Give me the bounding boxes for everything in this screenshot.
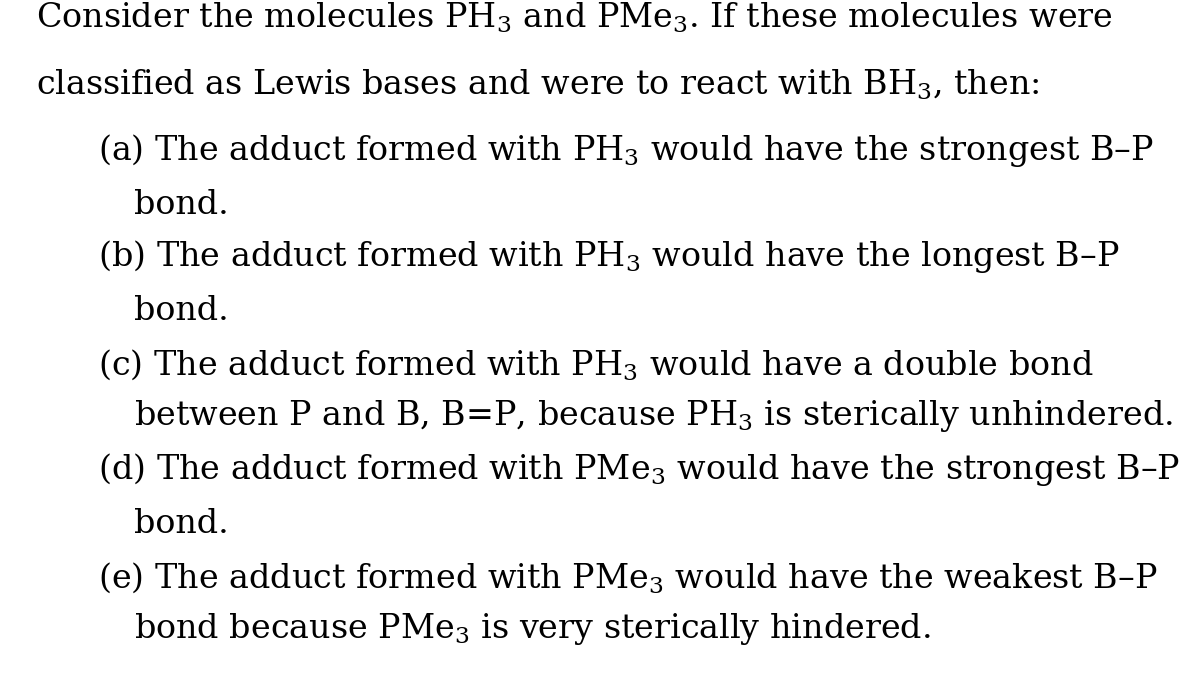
Text: (c) The adduct formed with $\mathrm{PH_3}$ would have a double bond: (c) The adduct formed with $\mathrm{PH_3… — [98, 347, 1094, 382]
Text: (b) The adduct formed with $\mathrm{PH_3}$ would have the longest B–P: (b) The adduct formed with $\mathrm{PH_3… — [98, 238, 1120, 275]
Text: between P and B, B=P, because $\mathrm{PH_3}$ is sterically unhindered.: between P and B, B=P, because $\mathrm{P… — [134, 398, 1174, 434]
Text: bond because $\mathrm{PMe_3}$ is very sterically hindered.: bond because $\mathrm{PMe_3}$ is very st… — [134, 611, 931, 647]
Text: (e) The adduct formed with $\mathrm{PMe_3}$ would have the weakest B–P: (e) The adduct formed with $\mathrm{PMe_… — [98, 560, 1158, 595]
Text: classified as Lewis bases and were to react with $\mathrm{BH_3}$, then:: classified as Lewis bases and were to re… — [36, 67, 1039, 102]
Text: (a) The adduct formed with $\mathrm{PH_3}$ would have the strongest B–P: (a) The adduct formed with $\mathrm{PH_3… — [98, 132, 1154, 168]
Text: Consider the molecules $\mathrm{PH_3}$ and $\mathrm{PMe_3}$. If these molecules : Consider the molecules $\mathrm{PH_3}$ a… — [36, 0, 1112, 35]
Text: bond.: bond. — [134, 295, 229, 327]
Text: (d) The adduct formed with $\mathrm{PMe_3}$ would have the strongest B–P: (d) The adduct formed with $\mathrm{PMe_… — [98, 451, 1181, 488]
Text: bond.: bond. — [134, 189, 229, 221]
Text: bond.: bond. — [134, 508, 229, 540]
